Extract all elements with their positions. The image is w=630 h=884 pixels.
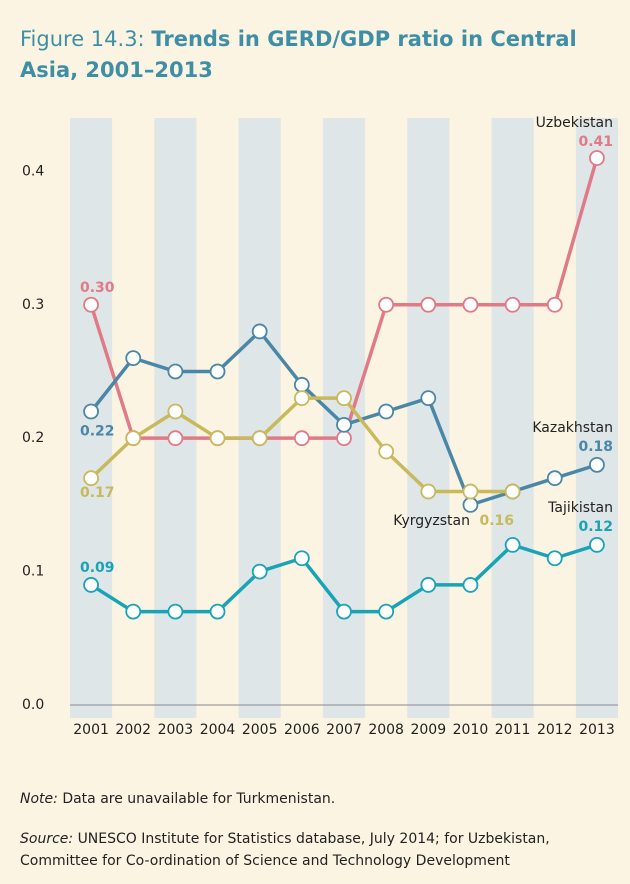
source: Source: UNESCO Institute for Statistics …: [20, 828, 600, 872]
x-tick-label: 2004: [200, 722, 236, 738]
chart: 0.0 0.1 0.2 0.3 0.4 2001 2002 2003 2004 2005 2006 2…: [22, 115, 618, 738]
point: [589, 150, 605, 166]
point: [336, 416, 352, 433]
x-tick-label: 2006: [284, 722, 320, 738]
x-tick-label: 2009: [410, 722, 446, 738]
column-stripe: [407, 118, 450, 718]
point: [83, 403, 99, 420]
x-tick-label: 2011: [495, 722, 531, 738]
point: [420, 296, 437, 313]
point: [589, 537, 605, 553]
chart-title: Figure 14.3: Trends in GERD/GDP ratio in…: [20, 24, 580, 86]
point: [251, 430, 268, 447]
series-name: Uzbekistan: [536, 115, 613, 131]
point: [336, 430, 352, 447]
point: [378, 403, 395, 420]
y-tick-label: 0.0: [22, 697, 44, 713]
point: [251, 563, 268, 580]
point: [462, 296, 479, 313]
source-text: UNESCO Institute for Statistics database…: [20, 831, 550, 869]
point: [504, 483, 521, 500]
point: [336, 603, 352, 620]
x-tick-label: 2003: [158, 722, 194, 738]
point: [420, 577, 437, 593]
data-label: 0.30: [80, 280, 115, 296]
note-text: Data are unavailable for Turkmenistan.: [62, 791, 336, 807]
y-tick-label: 0.1: [22, 564, 44, 580]
point: [336, 390, 352, 407]
y-tick-label: 0.3: [22, 297, 44, 313]
column-stripe: [238, 118, 281, 718]
data-label: 0.22: [80, 424, 115, 440]
data-label: 0.17: [80, 485, 115, 501]
data-label: 0.41: [578, 134, 613, 150]
point: [125, 603, 142, 620]
point: [546, 296, 563, 313]
data-label: 0.18: [578, 439, 613, 455]
series-name: Kazakhstan: [532, 420, 613, 436]
point: [167, 403, 184, 420]
point: [293, 430, 310, 447]
x-tick-label: 2007: [326, 722, 362, 738]
series-name: Kyrgyzstan: [393, 513, 470, 529]
data-label: 0.16: [479, 513, 514, 529]
title-prefix: Figure 14.3:: [20, 27, 145, 51]
source-label: Source:: [20, 831, 74, 847]
point: [546, 550, 563, 567]
x-tick-label: 2010: [453, 722, 489, 738]
series-name: Tajikistan: [547, 500, 613, 516]
point: [293, 550, 310, 567]
point: [378, 603, 395, 620]
note: Note: Data are unavailable for Turkmenis…: [20, 788, 600, 810]
point: [462, 496, 479, 513]
point: [504, 296, 521, 313]
point: [209, 363, 226, 380]
data-label: 0.12: [578, 519, 613, 535]
y-tick-label: 0.2: [22, 430, 44, 446]
column-stripe: [575, 118, 618, 718]
point: [378, 296, 395, 313]
x-tick-label: 2012: [537, 722, 573, 738]
point: [167, 430, 184, 447]
data-label: 0.09: [80, 560, 115, 576]
point: [83, 296, 99, 313]
point: [83, 577, 99, 593]
point: [209, 603, 226, 620]
point: [209, 430, 226, 447]
point: [546, 470, 563, 487]
point: [293, 390, 310, 407]
x-tick-label: 2013: [579, 722, 615, 738]
x-tick-label: 2005: [242, 722, 278, 738]
y-tick-label: 0.4: [22, 163, 44, 179]
point: [420, 390, 437, 407]
x-tick-label: 2002: [115, 722, 151, 738]
point: [378, 443, 395, 460]
point: [83, 470, 99, 487]
title-text: Trends in GERD/GDP ratio in Central Asia…: [20, 27, 577, 82]
column-stripe: [491, 118, 534, 718]
point: [167, 363, 184, 380]
point: [293, 376, 310, 393]
point: [251, 323, 268, 340]
point: [462, 577, 479, 593]
x-tick-label: 2001: [73, 722, 109, 738]
point: [125, 350, 142, 367]
point: [462, 483, 479, 500]
point: [420, 483, 437, 500]
point: [589, 456, 605, 473]
note-label: Note:: [20, 791, 58, 807]
point: [125, 430, 142, 447]
point: [167, 603, 184, 620]
x-tick-label: 2008: [368, 722, 404, 738]
point: [504, 537, 521, 553]
